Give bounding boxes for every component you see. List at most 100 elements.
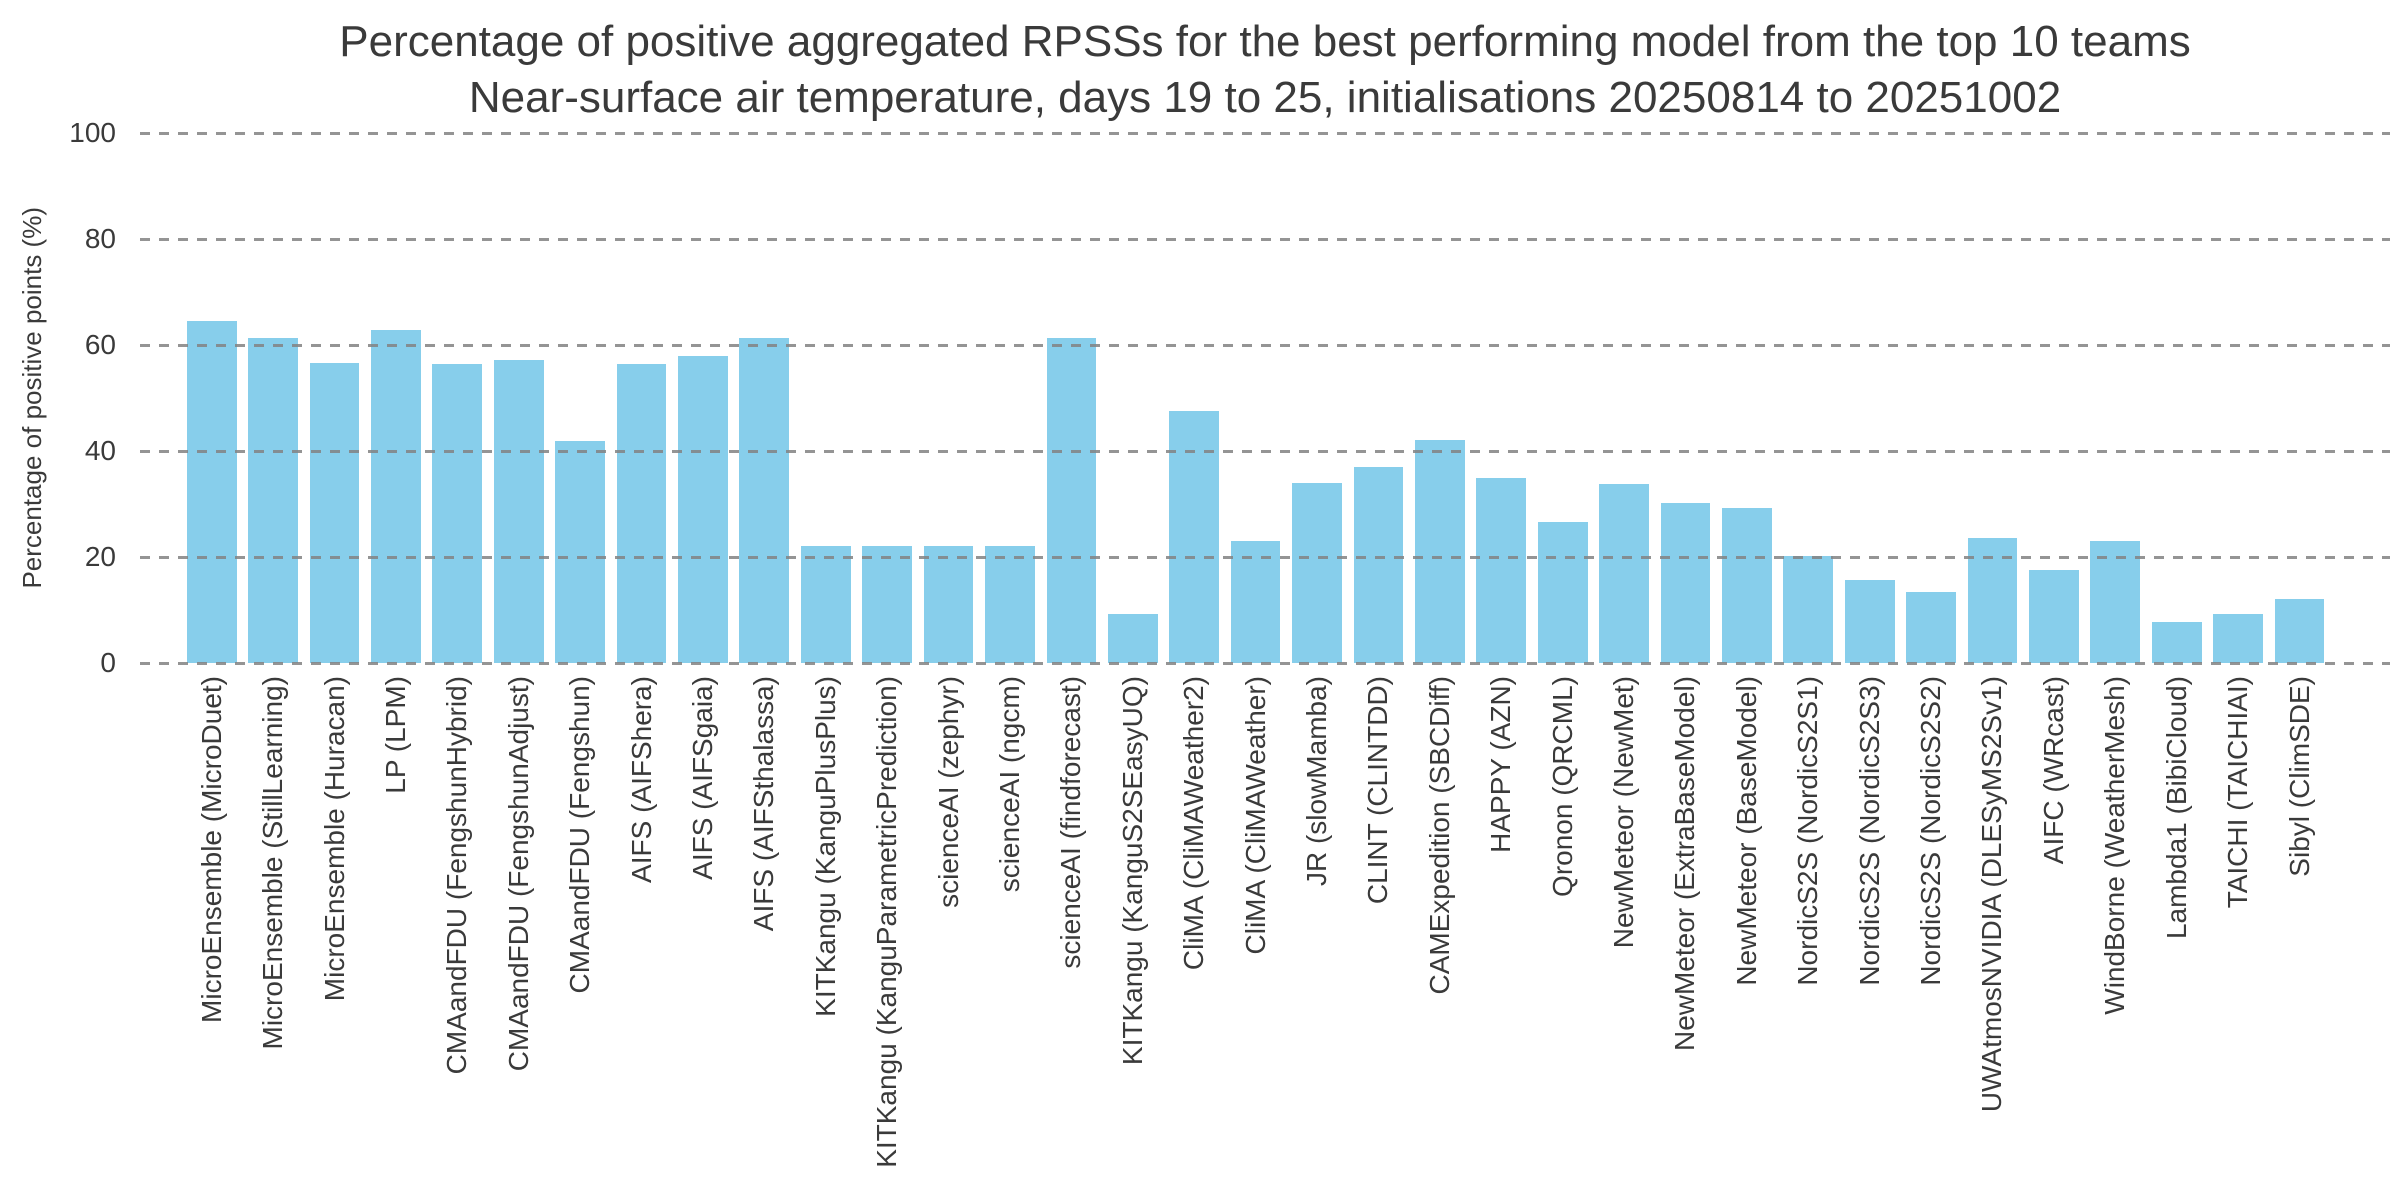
x-tick-label: KITKangu (KanguS2SEasyUQ) — [1116, 676, 1148, 1066]
y-tick-20: 20 — [84, 541, 116, 572]
x-tick-label: CliMA (CliMAWeather) — [1239, 676, 1271, 955]
bar-CMAandFDU (FengshunAdjust) — [493, 360, 544, 663]
x-tick-col: scienceAI (ngcm) — [979, 676, 1040, 1196]
bar-col — [672, 133, 733, 663]
x-tick-col: Qronon (QRCML) — [1532, 676, 1593, 1196]
x-tick-label: KITKangu (KanguParametricPrediction) — [871, 676, 903, 1168]
bar-col — [1348, 133, 1409, 663]
bar-col — [1409, 133, 1470, 663]
plot-area — [140, 131, 2390, 665]
x-tick-label: Sibyl (ClimSDE) — [2283, 676, 2315, 877]
bar-col — [181, 133, 242, 663]
bar-scienceAI (ngcm) — [985, 545, 1035, 663]
x-tick-label: CMAandFDU (Fengshun) — [564, 676, 596, 994]
bar-col — [2207, 133, 2268, 663]
bar-col — [1102, 133, 1163, 663]
x-tick-col: Sibyl (ClimSDE) — [2269, 676, 2330, 1196]
x-tick-col: WindBorne (WeatherMesh) — [2085, 676, 2146, 1196]
bar-scienceAI (findforecast) — [1046, 337, 1097, 663]
bar-col — [549, 133, 610, 663]
x-tick-col: KITKangu (KanguPlusPlus) — [795, 676, 856, 1196]
x-tick-col: TAICHI (TAICHIAI) — [2207, 676, 2268, 1196]
chart-title-line2: Near-surface air temperature, days 19 to… — [468, 73, 2062, 122]
x-tick-col: NordicS2S (NordicS2S3) — [1839, 676, 1900, 1196]
bar-NewMeteor (NewMet) — [1599, 483, 1649, 663]
x-tick-label: MicroEnsemble (MicroDuet) — [195, 676, 227, 1023]
y-tick-80: 80 — [84, 223, 116, 254]
bar-col — [795, 133, 856, 663]
x-tick-col: MicroEnsemble (Huracan) — [304, 676, 365, 1196]
bar-Sibyl (ClimSDE) — [2274, 598, 2325, 663]
y-axis-label-wrap: Percentage of positive points (%) — [12, 133, 52, 663]
bar-col — [1655, 133, 1716, 663]
chart-title: Percentage of positive aggregated RPSSs … — [140, 14, 2390, 126]
bars-row — [140, 133, 2390, 663]
bar-scienceAI (zephyr) — [923, 545, 974, 663]
x-tick-col: UWAtmosNVIDIA (DLESyMS2Sv1) — [1962, 676, 2023, 1196]
bar-CMAandFDU (Fengshun) — [555, 441, 605, 663]
bar-UWAtmosNVIDIA (DLESyMS2Sv1) — [1967, 537, 2018, 663]
x-tick-label: NordicS2S (NordicS2S2) — [1915, 676, 1947, 986]
x-tick-label: CAMExpedition (SBCDiff) — [1423, 676, 1455, 995]
bar-col — [2269, 133, 2330, 663]
x-tick-label: NewMeteor (ExtraBaseModel) — [1669, 676, 1701, 1052]
bar-LP (LPM) — [371, 330, 421, 663]
x-tick-label: LP (LPM) — [379, 676, 411, 794]
bar-col — [2023, 133, 2084, 663]
x-tick-col: CMAandFDU (FengshunHybrid) — [427, 676, 488, 1196]
y-tick-40: 40 — [84, 435, 116, 466]
x-tick-col: JR (slowMamba) — [1286, 676, 1347, 1196]
x-tick-col: HAPPY (AZN) — [1471, 676, 1532, 1196]
bar-Qronon (QRCML) — [1537, 522, 1588, 663]
y-tick-0: 0 — [100, 647, 116, 678]
x-tick-label: MicroEnsemble (StillLearning) — [257, 676, 289, 1050]
bar-KITKangu (KanguS2SEasyUQ) — [1107, 614, 1158, 663]
x-tick-label: AIFS (AIFSgaia) — [686, 676, 718, 880]
bar-col — [365, 133, 426, 663]
bar-AIFS (AIFSgaia) — [678, 356, 728, 663]
x-tick-col: CliMA (CliMAWeather) — [1225, 676, 1286, 1196]
bar-col — [611, 133, 672, 663]
x-tick-label: NordicS2S (NordicS2S3) — [1853, 676, 1885, 986]
x-tick-label: Lambda1 (BibiCloud) — [2160, 676, 2192, 940]
x-tick-label: CliMA (CliMAWeather2) — [1178, 676, 1210, 971]
x-tick-col: CMAandFDU (FengshunAdjust) — [488, 676, 549, 1196]
x-tick-col: NewMeteor (NewMet) — [1593, 676, 1654, 1196]
x-tick-label: AIFS (AIFSthalassa) — [748, 676, 780, 932]
bar-JR (slowMamba) — [1292, 482, 1342, 663]
bar-NewMeteor (ExtraBaseModel) — [1660, 502, 1711, 663]
x-tick-label: scienceAI (findforecast) — [1055, 676, 1087, 969]
bar-NewMeteor (BaseModel) — [1721, 508, 1772, 663]
x-tick-col: AIFC (WRcast) — [2023, 676, 2084, 1196]
x-tick-label: scienceAI (zephyr) — [932, 676, 964, 908]
x-tick-col: NewMeteor (ExtraBaseModel) — [1655, 676, 1716, 1196]
bar-col — [1716, 133, 1777, 663]
bar-col — [242, 133, 303, 663]
bar-WindBorne (WeatherMesh) — [2090, 540, 2141, 663]
x-tick-col: CLINT (CLINTDD) — [1348, 676, 1409, 1196]
x-tick-label: NewMeteor (BaseModel) — [1730, 676, 1762, 986]
x-tick-label: WindBorne (WeatherMesh) — [2099, 676, 2131, 1015]
bar-KITKangu (KanguParametricPrediction) — [862, 545, 913, 663]
y-tick-100: 100 — [69, 117, 116, 148]
bar-TAICHI (TAICHIAI) — [2213, 613, 2263, 663]
x-tick-col: NewMeteor (BaseModel) — [1716, 676, 1777, 1196]
bar-col — [979, 133, 1040, 663]
bar-MicroEnsemble (Huracan) — [309, 362, 360, 663]
x-tick-label: CMAandFDU (FengshunHybrid) — [441, 676, 473, 1075]
x-tick-labels: MicroEnsemble (MicroDuet) MicroEnsemble (… — [140, 676, 2390, 1196]
bar-CMAandFDU (FengshunHybrid) — [432, 364, 483, 663]
x-tick-col: AIFS (AIFShera) — [611, 676, 672, 1196]
bar-col — [918, 133, 979, 663]
x-tick-label: CLINT (CLINTDD) — [1362, 676, 1394, 905]
x-tick-label: HAPPY (AZN) — [1485, 676, 1517, 853]
bar-NordicS2S (NordicS2S3) — [1844, 579, 1895, 663]
x-tick-col: NordicS2S (NordicS2S1) — [1778, 676, 1839, 1196]
x-tick-col: AIFS (AIFSgaia) — [672, 676, 733, 1196]
x-tick-col: scienceAI (findforecast) — [1041, 676, 1102, 1196]
bar-col — [488, 133, 549, 663]
x-tick-label: AIFC (WRcast) — [2037, 676, 2069, 865]
bar-NordicS2S (NordicS2S2) — [1906, 591, 1956, 663]
bar-col — [1041, 133, 1102, 663]
x-tick-col: AIFS (AIFSthalassa) — [734, 676, 795, 1196]
